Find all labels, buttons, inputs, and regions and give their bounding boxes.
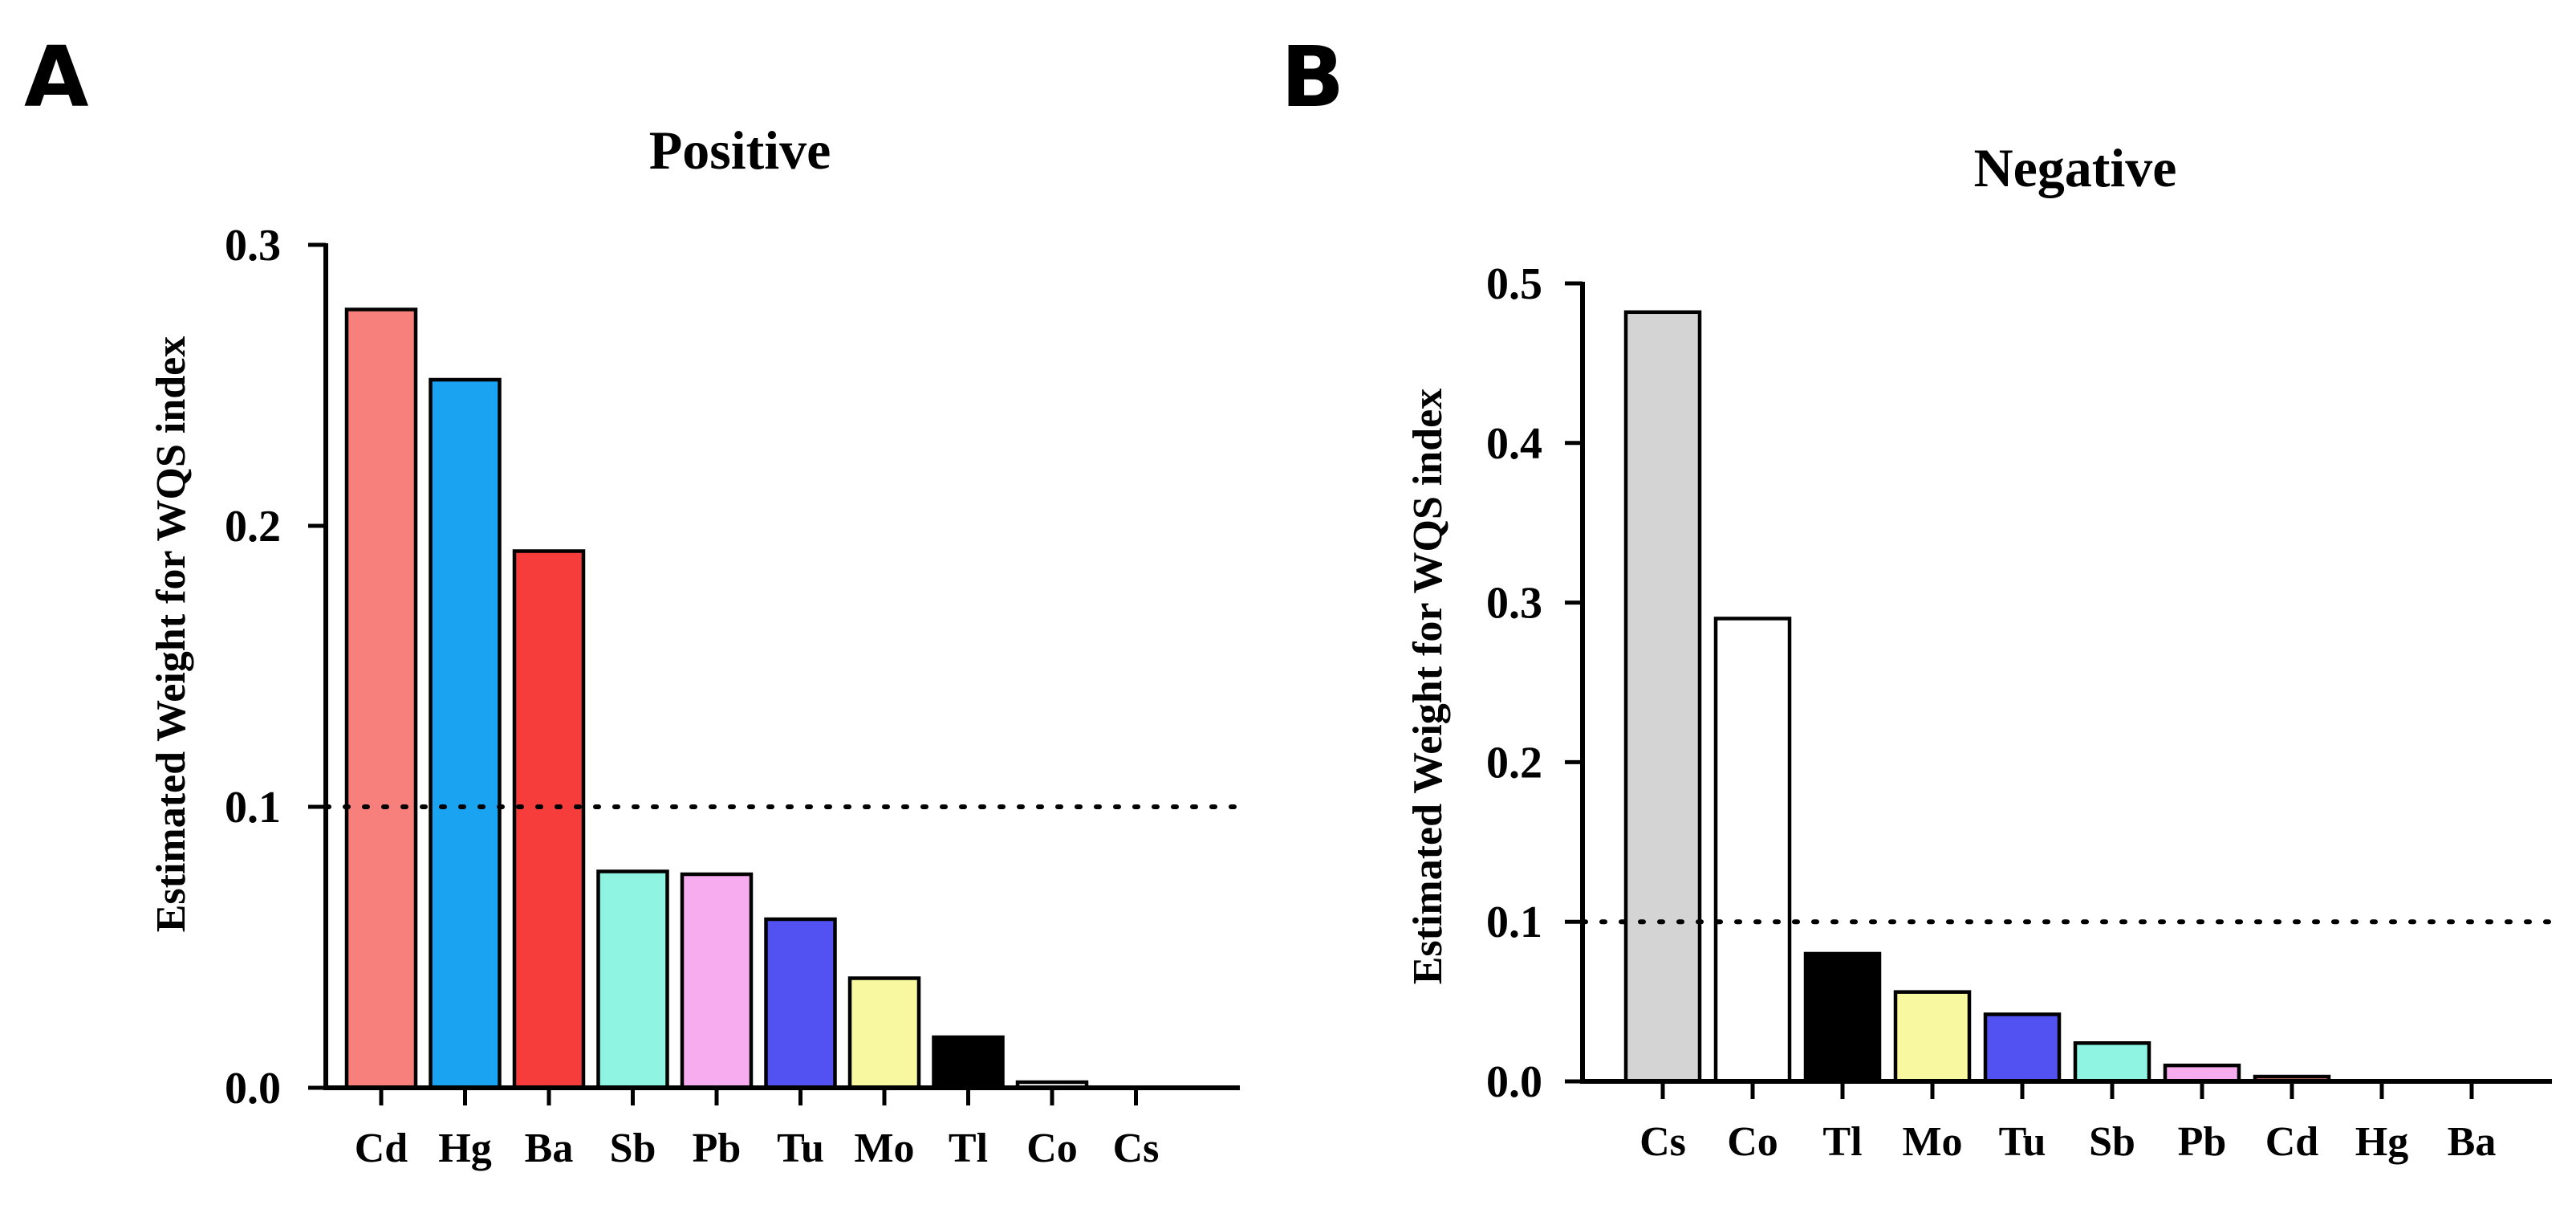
x-tick-label-ba: Ba	[2448, 1119, 2497, 1165]
panel-a: A Positive Estimated Weight for WQS inde…	[24, 28, 1242, 1171]
x-tick-label-tl: Tl	[1822, 1119, 1862, 1165]
y-tick-label-b: 0.5	[1486, 259, 1542, 309]
x-tick-label-co: Co	[1727, 1119, 1778, 1165]
x-tick-label-hg: Hg	[2355, 1119, 2408, 1165]
bar-cs	[1623, 310, 1702, 1084]
y-tick-label-b: 0.4	[1486, 419, 1542, 469]
x-tick-label-mo: Mo	[1902, 1119, 1962, 1165]
bar-ba	[512, 549, 586, 1090]
bar-tl	[1803, 951, 1882, 1084]
panel-letter-a: A	[24, 28, 89, 126]
bar-tu	[1983, 1012, 2062, 1084]
y-tick-label-a: 0.1	[225, 783, 281, 833]
x-tick-label-cd: Cd	[2265, 1119, 2319, 1165]
y-tick-label-b: 0.0	[1486, 1057, 1542, 1107]
x-tick-label-ba: Ba	[525, 1126, 574, 1171]
x-tick-label-hg: Hg	[438, 1126, 491, 1171]
bar-cd	[344, 307, 418, 1090]
y-tick-label-a: 0.0	[225, 1064, 281, 1113]
x-tick-label-sb: Sb	[610, 1126, 656, 1171]
x-tick-label-co: Co	[1026, 1126, 1078, 1171]
y-tick-label-a: 0.3	[225, 221, 281, 271]
x-tick-label-tl: Tl	[949, 1126, 988, 1171]
panel-b: B Negative Estimated Weight for WQS inde…	[1281, 28, 2554, 1165]
bar-tu	[764, 917, 837, 1090]
x-tick-label-sb: Sb	[2089, 1119, 2135, 1165]
chart-title-a: Positive	[649, 120, 831, 181]
y-axis-label-b: Estimated Weight for WQS index	[1405, 389, 1451, 985]
bar-co	[1713, 617, 1792, 1084]
y-tick-label-b: 0.1	[1486, 898, 1542, 947]
y-tick-label-b: 0.2	[1486, 738, 1542, 788]
panel-letter-b: B	[1281, 28, 1344, 126]
bar-mo	[1893, 990, 1972, 1084]
chart-title-b: Negative	[1973, 137, 2176, 198]
y-tick-label-b: 0.3	[1486, 579, 1542, 629]
bar-tl	[932, 1035, 1005, 1090]
x-tick-label-tu: Tu	[1999, 1119, 2046, 1165]
bar-mo	[847, 976, 921, 1090]
x-tick-label-mo: Mo	[854, 1126, 914, 1171]
bar-sb	[2073, 1041, 2151, 1084]
bar-hg	[429, 377, 502, 1090]
x-tick-label-cs: Cs	[1113, 1126, 1160, 1171]
x-tick-label-cs: Cs	[1639, 1119, 1686, 1165]
x-tick-label-pb: Pb	[2178, 1119, 2227, 1165]
y-axis-label-a: Estimated Weight for WQS index	[148, 336, 194, 933]
bar-sb	[596, 869, 669, 1090]
y-tick-label-a: 0.2	[225, 502, 281, 552]
x-tick-label-cd: Cd	[355, 1126, 408, 1171]
bar-pb	[680, 872, 754, 1090]
x-tick-label-pb: Pb	[693, 1126, 742, 1171]
x-tick-label-tu: Tu	[777, 1126, 824, 1171]
